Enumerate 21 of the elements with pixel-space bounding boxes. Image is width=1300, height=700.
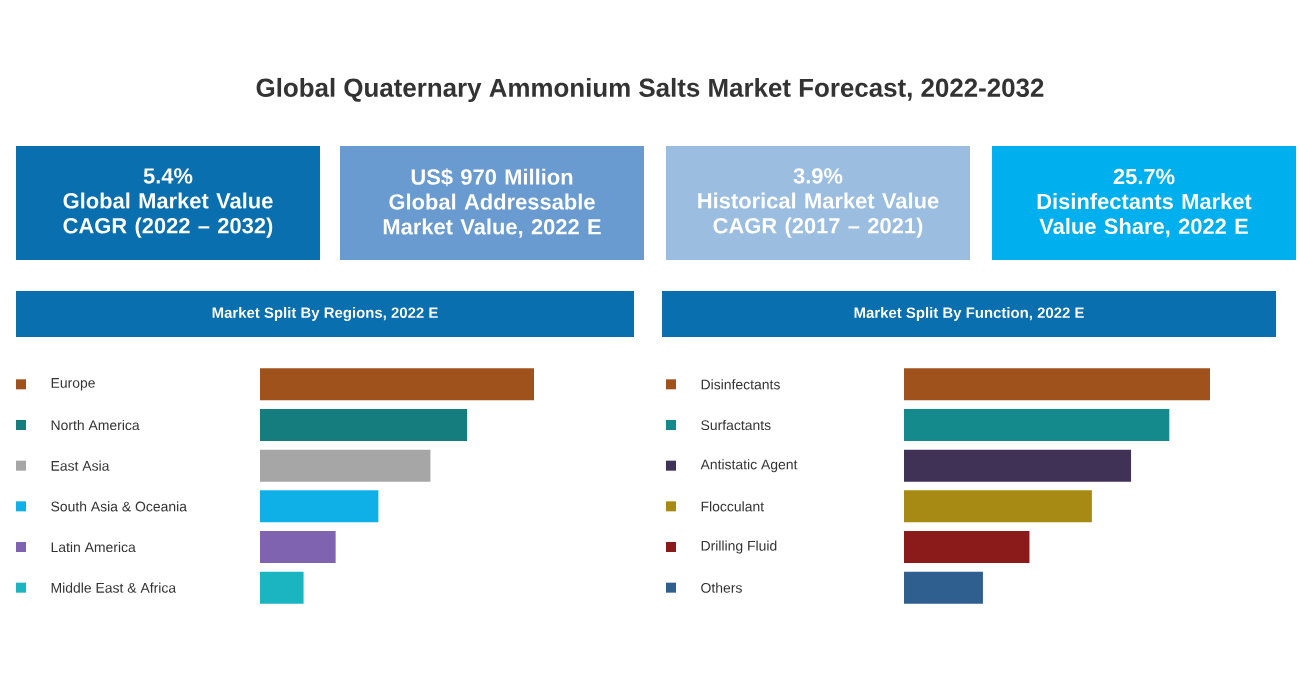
bar [904,571,983,604]
bar [260,368,534,401]
text: Historical Market Value CAGR (2017 – 2021) [698,192,939,238]
bar [904,531,1030,564]
text: 5.4% [143,168,193,184]
bar [904,449,1132,482]
text: 25.7% [1113,168,1175,185]
bar [260,409,468,442]
bar [260,490,379,523]
bar [260,571,304,604]
bar [260,449,431,482]
text: 3.9% [793,168,843,184]
text: Disinfectants Market Value Share, 2022 E [1037,193,1252,238]
text: Global Market Value CAGR (2022 – 2032) [63,192,273,238]
bar [904,368,1211,401]
bar [260,531,336,564]
text: Global Addressable Market Value, 2022 E [383,193,601,238]
text: Global Quaternary Ammonium Salts Market Forecast, 2022-2032 [256,77,1044,103]
bar [904,490,1092,523]
bar [904,409,1170,442]
text: US$ 970 Million [411,168,573,187]
